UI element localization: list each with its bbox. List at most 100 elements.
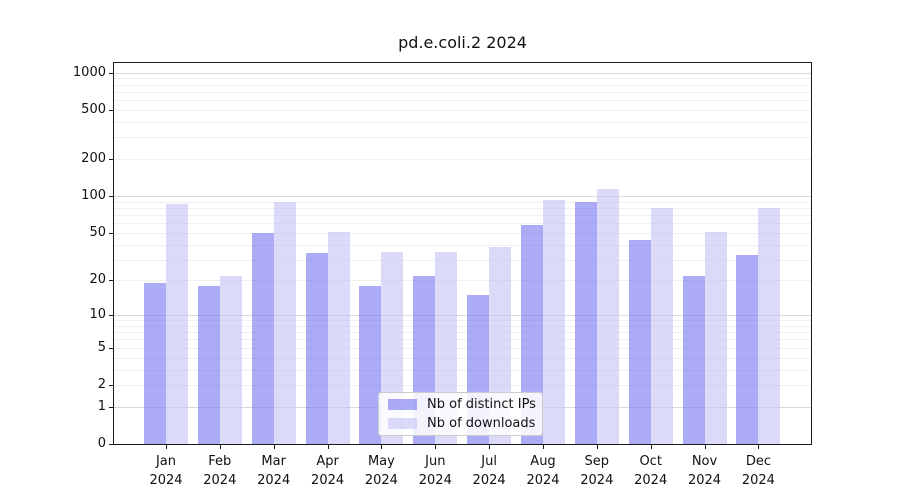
y-axis-tick-label: 50 <box>89 224 106 240</box>
minor-gridline <box>114 215 811 216</box>
minor-gridline <box>114 347 811 349</box>
bar-distinct-ips <box>305 253 328 444</box>
y-axis-tick-label: 200 <box>81 151 106 166</box>
x-axis-tick <box>166 445 167 449</box>
y-axis-tick-label: 1000 <box>72 64 106 80</box>
bar-downloads <box>704 231 727 444</box>
minor-gridline <box>114 332 811 334</box>
x-axis-tick <box>650 445 652 449</box>
x-axis-tick-label: Jun 2024 <box>418 454 452 488</box>
y-axis-tick <box>109 280 113 282</box>
legend-swatch-downloads <box>388 418 417 429</box>
minor-gridline <box>114 369 811 371</box>
y-axis-tick-label: 1 <box>97 398 106 414</box>
x-axis-tick <box>435 445 437 449</box>
bar-distinct-ips <box>628 239 651 444</box>
x-axis-tick-label: Jul 2024 <box>472 454 506 488</box>
minor-gridline <box>114 339 811 341</box>
legend-label-distinct-ips: Nb of distinct IPs <box>427 397 536 412</box>
legend: Nb of distinct IPs Nb of downloads <box>378 392 543 436</box>
minor-gridline <box>114 223 811 225</box>
minor-gridline <box>114 201 811 203</box>
bar-downloads <box>219 275 242 444</box>
x-axis-tick <box>489 445 491 449</box>
minor-gridline <box>114 320 811 322</box>
y-axis-tick <box>109 444 113 445</box>
y-axis-tick <box>109 72 113 74</box>
bar-downloads <box>596 188 619 444</box>
x-axis-tick <box>219 445 221 449</box>
bar-distinct-ips <box>520 224 543 444</box>
bar-distinct-ips <box>574 201 597 444</box>
x-axis-tick <box>596 445 598 449</box>
y-axis-tick <box>109 385 113 386</box>
chart-title: pd.e.coli.2 2024 <box>398 33 527 52</box>
x-axis-tick-label: Aug 2024 <box>526 454 560 488</box>
bar-downloads <box>273 201 296 444</box>
minor-gridline <box>114 100 811 102</box>
bar-downloads <box>542 199 565 444</box>
bar-distinct-ips <box>359 285 382 444</box>
y-axis-tick-label: 10 <box>89 307 106 323</box>
y-axis-tick-label: 2 <box>97 377 106 392</box>
minor-gridline <box>114 78 811 80</box>
x-axis-tick-label: Jan 2024 <box>149 454 183 488</box>
minor-gridline <box>114 259 811 261</box>
bar-downloads <box>327 231 350 444</box>
bar-distinct-ips <box>197 285 220 444</box>
x-axis-tick <box>273 445 275 449</box>
x-axis-tick-label: Sep 2024 <box>580 454 614 488</box>
y-axis-tick <box>109 347 113 349</box>
x-axis-tick-label: Feb 2024 <box>203 454 237 488</box>
bar-distinct-ips <box>736 254 759 444</box>
bar-downloads <box>166 204 188 444</box>
x-axis-tick <box>327 445 329 449</box>
x-axis-tick <box>543 445 544 449</box>
x-axis-tick-label: Dec 2024 <box>741 454 775 488</box>
plot-area: Nb of distinct IPs Nb of downloads <box>113 62 812 445</box>
y-axis-tick <box>109 159 113 160</box>
bar-distinct-ips <box>144 283 166 444</box>
x-axis-tick-label: Apr 2024 <box>311 454 345 488</box>
x-axis-tick <box>704 445 706 449</box>
bar-downloads <box>650 207 673 444</box>
bar-distinct-ips <box>251 232 274 444</box>
major-gridline <box>114 315 811 317</box>
minor-gridline <box>114 207 811 209</box>
major-gridline <box>114 72 811 74</box>
y-axis-tick <box>109 110 113 111</box>
minor-gridline <box>114 232 811 234</box>
y-axis-tick-label: 0 <box>97 436 106 451</box>
minor-gridline <box>114 244 811 246</box>
minor-gridline <box>114 280 811 282</box>
minor-gridline <box>114 84 811 86</box>
y-axis-tick <box>109 406 113 408</box>
y-axis-tick-label: 5 <box>97 339 106 355</box>
minor-gridline <box>114 110 811 111</box>
y-axis-tick-label: 500 <box>81 102 106 117</box>
minor-gridline <box>114 325 811 327</box>
x-axis-tick-label: Oct 2024 <box>634 454 668 488</box>
y-axis-tick-label: 20 <box>89 272 106 288</box>
x-axis-tick <box>758 445 760 449</box>
y-axis-tick <box>109 232 113 234</box>
minor-gridline <box>114 159 811 160</box>
x-axis-tick <box>381 445 383 449</box>
minor-gridline <box>114 91 811 93</box>
x-axis-tick-label: Nov 2024 <box>687 454 722 488</box>
y-axis-tick-label: 100 <box>81 188 106 203</box>
x-axis-tick-label: Mar 2024 <box>257 454 291 488</box>
y-axis-tick <box>109 315 113 317</box>
y-axis-tick <box>109 196 113 197</box>
legend-item-downloads: Nb of downloads <box>379 415 542 432</box>
legend-swatch-distinct-ips <box>388 399 417 410</box>
bar-distinct-ips <box>682 275 705 444</box>
legend-item-distinct-ips: Nb of distinct IPs <box>379 396 542 413</box>
legend-label-downloads: Nb of downloads <box>427 416 536 431</box>
x-axis-tick-label: May 2024 <box>364 454 398 488</box>
bar-downloads <box>758 207 781 444</box>
minor-gridline <box>114 385 811 386</box>
minor-gridline <box>114 137 811 139</box>
major-gridline <box>114 196 811 197</box>
